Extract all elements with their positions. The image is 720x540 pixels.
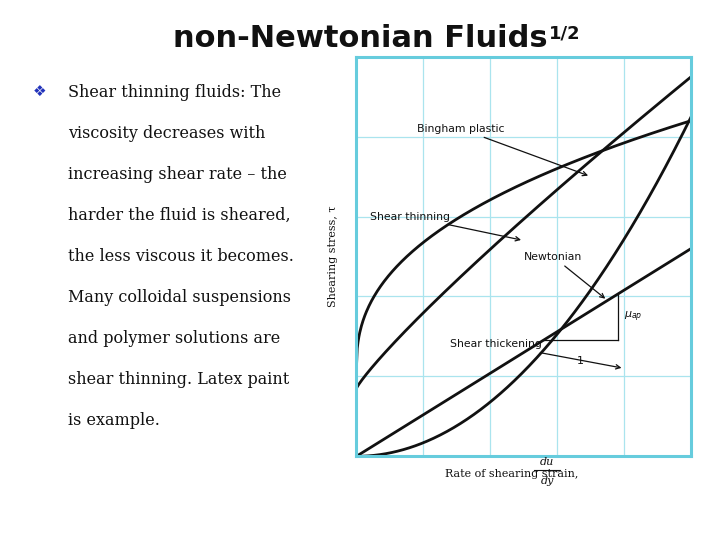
- Text: the less viscous it becomes.: the less viscous it becomes.: [68, 248, 294, 265]
- Text: ❖: ❖: [32, 84, 46, 99]
- Text: Many colloidal suspensions: Many colloidal suspensions: [68, 289, 292, 306]
- Text: Shear thickening: Shear thickening: [450, 340, 620, 369]
- Text: shear thinning. Latex paint: shear thinning. Latex paint: [68, 371, 289, 388]
- Text: 1/2: 1/2: [549, 24, 580, 42]
- Text: Newtonian: Newtonian: [523, 252, 604, 298]
- Text: and polymer solutions are: and polymer solutions are: [68, 330, 281, 347]
- Text: Shear thinning: Shear thinning: [370, 212, 520, 241]
- Text: dy: dy: [541, 476, 554, 487]
- Text: Shearing stress, τ: Shearing stress, τ: [328, 206, 338, 307]
- Text: Bingham plastic: Bingham plastic: [417, 124, 587, 176]
- Text: increasing shear rate – the: increasing shear rate – the: [68, 166, 287, 183]
- Text: non-Newtonian Fluids: non-Newtonian Fluids: [173, 24, 547, 53]
- Text: harder the fluid is sheared,: harder the fluid is sheared,: [68, 207, 291, 224]
- Text: Rate of shearing strain,: Rate of shearing strain,: [445, 469, 578, 479]
- Text: 1: 1: [577, 356, 584, 366]
- Text: Shear thinning fluids: The: Shear thinning fluids: The: [68, 84, 282, 100]
- Text: viscosity decreases with: viscosity decreases with: [68, 125, 266, 141]
- Text: $\mu_{ap}$: $\mu_{ap}$: [624, 310, 643, 325]
- Text: is example.: is example.: [68, 412, 161, 429]
- Text: du: du: [540, 456, 554, 467]
